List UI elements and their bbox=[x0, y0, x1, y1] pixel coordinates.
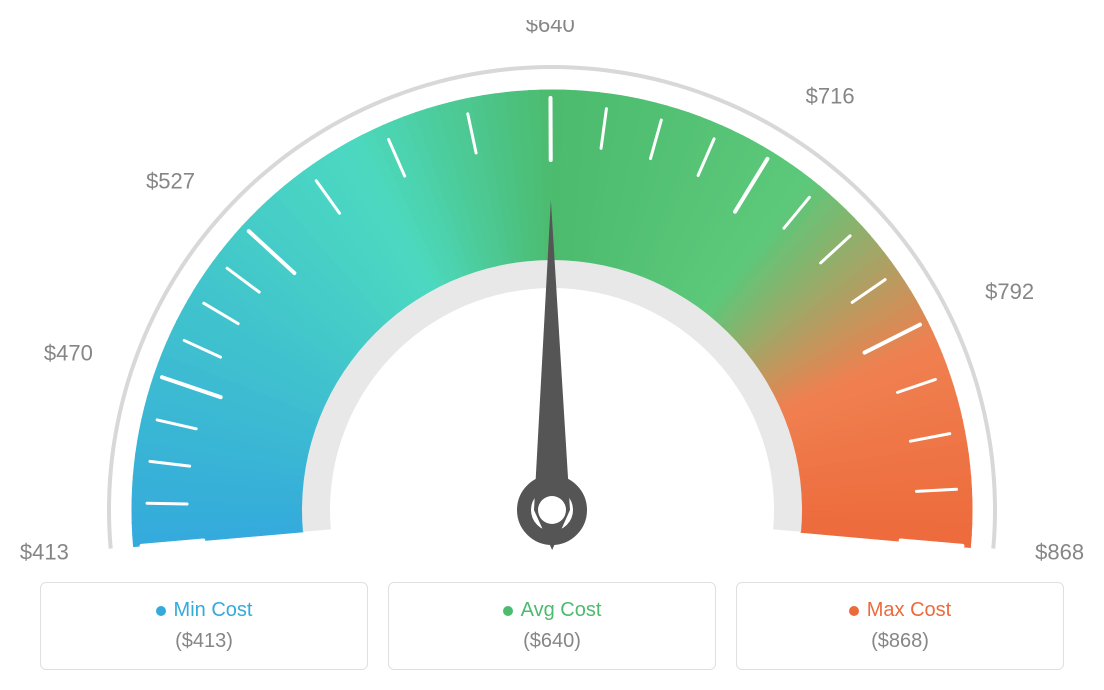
legend-avg-cost: Avg Cost ($640) bbox=[388, 582, 716, 670]
gauge-tick-label: $716 bbox=[806, 84, 855, 109]
legend-min-title: Min Cost bbox=[156, 599, 253, 622]
gauge-tick-label: $470 bbox=[44, 341, 93, 366]
legend-avg-title: Avg Cost bbox=[503, 599, 602, 622]
cost-gauge-chart: $413 $470 $527 $640 $716 $792 $868 bbox=[0, 20, 1104, 570]
legend-min-value: ($413) bbox=[51, 630, 357, 653]
gauge-tick-label: $640 bbox=[526, 20, 575, 37]
gauge-tick-label: $527 bbox=[146, 169, 195, 194]
legend-min-cost: Min Cost ($413) bbox=[40, 582, 368, 670]
legend-avg-label: Avg Cost bbox=[521, 599, 602, 622]
legend-min-dot bbox=[156, 606, 166, 616]
gauge-tick-label: $868 bbox=[1035, 539, 1084, 564]
legend-row: Min Cost ($413) Avg Cost ($640) Max Cost… bbox=[40, 582, 1064, 670]
gauge-tick-label: $792 bbox=[985, 279, 1034, 304]
legend-max-title: Max Cost bbox=[849, 599, 951, 622]
legend-max-value: ($868) bbox=[747, 630, 1053, 653]
legend-max-dot bbox=[849, 606, 859, 616]
legend-avg-value: ($640) bbox=[399, 630, 705, 653]
legend-max-cost: Max Cost ($868) bbox=[736, 582, 1064, 670]
legend-avg-dot bbox=[503, 606, 513, 616]
legend-max-label: Max Cost bbox=[867, 599, 951, 622]
gauge-tick-label: $413 bbox=[20, 539, 69, 564]
gauge-svg: $413 $470 $527 $640 $716 $792 $868 bbox=[0, 20, 1104, 580]
legend-min-label: Min Cost bbox=[174, 599, 253, 622]
